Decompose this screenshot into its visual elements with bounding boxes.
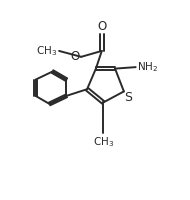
Text: NH$_2$: NH$_2$ (137, 60, 158, 74)
Text: CH$_3$: CH$_3$ (93, 135, 114, 149)
Text: O: O (97, 20, 106, 33)
Text: S: S (124, 91, 132, 104)
Text: CH$_3$: CH$_3$ (36, 44, 58, 58)
Text: O: O (70, 50, 80, 63)
